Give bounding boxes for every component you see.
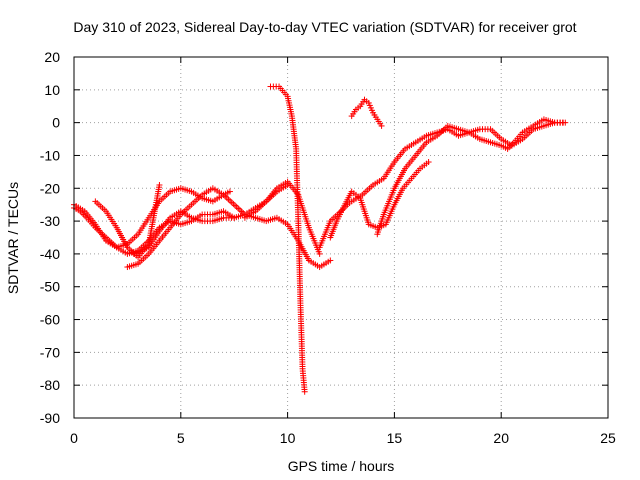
grid-layer <box>74 57 608 418</box>
data-layer <box>71 83 569 395</box>
tick-label-layer: 0 5 10 15 20 25 20 10 0 -10 -20 -30 -40 -50 -60 -70 -80 -… <box>40 49 616 446</box>
data-point-marker <box>316 250 323 257</box>
y-tick-label: 10 <box>44 82 60 98</box>
y-tick-label: -80 <box>40 377 60 393</box>
y-tick-label: 0 <box>52 115 60 131</box>
y-tick-label: -70 <box>40 344 60 360</box>
chart-title: Day 310 of 2023, Sidereal Day-to-day VTE… <box>73 19 576 35</box>
data-point-marker <box>378 122 385 129</box>
series-track-j <box>374 116 569 238</box>
x-tick-label: 15 <box>387 430 403 446</box>
plot-frame <box>73 56 609 419</box>
series-track-i <box>348 96 385 129</box>
data-point-marker <box>425 159 432 166</box>
y-tick-label: -50 <box>40 279 60 295</box>
y-axis-label: SDTVAR / TECUs <box>5 182 21 294</box>
y-tick-label: -40 <box>40 246 60 262</box>
x-tick-label: 20 <box>493 430 509 446</box>
data-point-marker <box>226 188 233 195</box>
series-track-k <box>327 159 432 241</box>
y-tick-label: 20 <box>44 49 60 65</box>
x-tick-label: 10 <box>280 430 296 446</box>
series-track-g <box>267 83 308 395</box>
data-point-marker <box>562 119 569 126</box>
y-tick-label: -60 <box>40 312 60 328</box>
y-tick-label: -30 <box>40 213 60 229</box>
x-axis-label: GPS time / hours <box>288 458 395 474</box>
data-point-marker <box>327 257 334 264</box>
data-point-marker <box>156 181 163 188</box>
data-point-marker <box>301 388 308 395</box>
y-tick-label: -20 <box>40 180 60 196</box>
y-tick-label: -10 <box>40 147 60 163</box>
x-tick-label: 25 <box>600 430 616 446</box>
series-track-h <box>316 119 567 251</box>
x-tick-label: 5 <box>177 430 185 446</box>
y-tick-label: -90 <box>40 410 60 426</box>
x-tick-label: 0 <box>70 430 78 446</box>
